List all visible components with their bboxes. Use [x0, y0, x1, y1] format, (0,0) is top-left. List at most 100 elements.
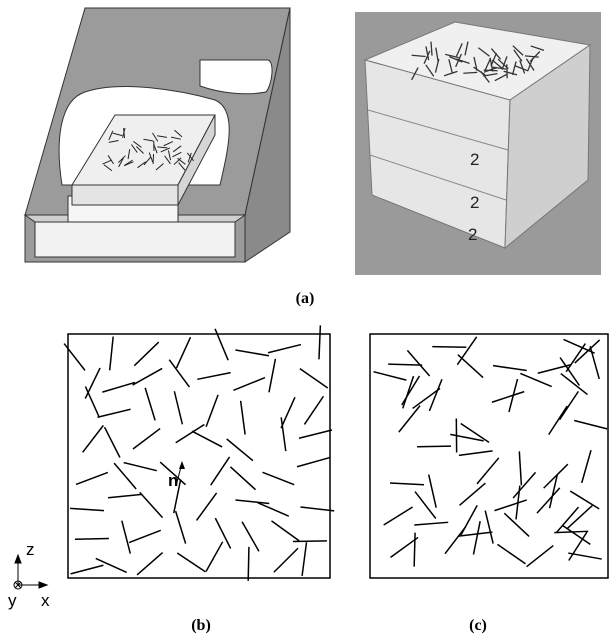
fiber	[319, 325, 320, 359]
fiber	[413, 388, 440, 408]
fiber	[537, 488, 560, 513]
fiber	[477, 458, 499, 484]
fiber	[492, 392, 524, 403]
fiber	[297, 458, 330, 467]
fiber	[300, 507, 334, 511]
figure: 2 2 2 (a) n (b) (c) z y x	[0, 0, 611, 641]
fiber	[98, 409, 131, 417]
fiber	[105, 427, 120, 457]
normal-label: n	[168, 471, 178, 490]
fiber	[206, 395, 218, 427]
fiber	[497, 544, 525, 563]
fibers-b	[64, 325, 334, 581]
fiber	[235, 500, 269, 503]
fiber	[304, 396, 323, 424]
fiber	[473, 521, 480, 554]
fiber	[197, 373, 230, 380]
fiber	[192, 431, 222, 447]
fiber	[124, 463, 157, 471]
fiber	[299, 430, 332, 438]
axis-label: y	[8, 591, 17, 610]
fiber	[560, 391, 579, 419]
fiber	[582, 450, 591, 483]
fiber	[102, 382, 135, 392]
fiber	[174, 391, 182, 424]
fiber	[415, 492, 436, 519]
fiber	[133, 429, 160, 449]
fiber	[230, 467, 255, 490]
axis-label: x	[41, 591, 50, 610]
fiber	[459, 451, 493, 456]
fiber	[538, 365, 571, 374]
fiber	[169, 360, 189, 387]
fiber	[459, 532, 493, 536]
fiber	[140, 492, 163, 517]
fiber	[567, 506, 592, 529]
fiber	[85, 387, 99, 418]
fiber	[70, 508, 104, 510]
fiber	[463, 72, 477, 73]
fiber	[302, 542, 306, 576]
fiber	[268, 345, 301, 353]
fiber	[137, 553, 163, 575]
fiber	[494, 500, 526, 511]
svg-text:2: 2	[470, 150, 479, 169]
fiber	[85, 368, 100, 399]
fiber	[460, 483, 486, 505]
fiber	[549, 406, 567, 435]
fiber	[134, 342, 158, 366]
fiber	[484, 70, 498, 71]
fiber	[574, 421, 607, 429]
fiber	[281, 397, 295, 428]
fiber	[129, 530, 161, 542]
panel-label: (b)	[191, 617, 211, 634]
fiber	[114, 463, 136, 489]
fiber	[432, 347, 466, 348]
fiber	[390, 483, 424, 485]
fiber	[227, 439, 253, 461]
fiber	[177, 553, 205, 572]
fiber	[108, 494, 142, 497]
fiber	[206, 542, 223, 572]
fiber	[513, 472, 535, 498]
fiber	[263, 472, 295, 484]
fiber	[211, 457, 230, 485]
fiber	[71, 565, 104, 574]
fiber	[414, 522, 448, 525]
fiber	[493, 366, 527, 371]
fiber	[176, 424, 205, 442]
fiber	[414, 533, 415, 567]
fiber	[145, 388, 155, 421]
panel-a-drawing	[25, 8, 290, 262]
fiber	[570, 491, 599, 509]
fiber	[300, 369, 328, 388]
fiber	[520, 373, 551, 386]
fiber	[176, 511, 186, 543]
fiber	[197, 493, 217, 520]
fiber	[457, 337, 476, 365]
fiber	[242, 522, 259, 552]
fiber	[233, 378, 265, 391]
fiber	[384, 507, 413, 525]
fiber	[527, 546, 554, 567]
panel-b-box	[68, 334, 330, 578]
panel-c-box	[370, 334, 608, 578]
fiber	[76, 472, 108, 484]
fiber	[64, 344, 85, 371]
fiber	[519, 451, 521, 485]
panel-a-photo: 2 2 2	[355, 12, 601, 275]
fiber	[485, 511, 493, 544]
fiber	[399, 406, 420, 433]
fiber	[388, 364, 422, 365]
fiber	[274, 548, 298, 572]
axes-icon	[14, 555, 47, 589]
fiber	[568, 553, 601, 559]
svg-text:2: 2	[470, 193, 479, 212]
fiber	[269, 359, 275, 392]
fiber	[258, 503, 289, 517]
fiber	[562, 525, 590, 544]
svg-text:2: 2	[468, 225, 477, 244]
fiber	[83, 425, 104, 452]
fiber	[241, 401, 245, 435]
fiber	[133, 368, 163, 385]
